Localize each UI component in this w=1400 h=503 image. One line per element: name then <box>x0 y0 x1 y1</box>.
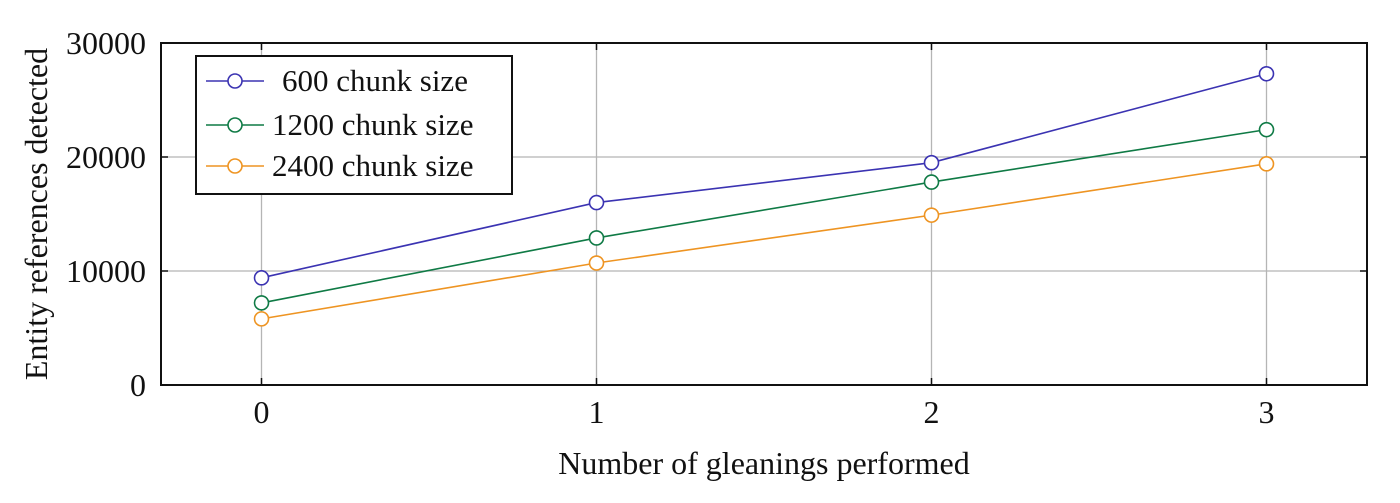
y-axis-title: Entity references detected <box>18 48 54 380</box>
data-point <box>588 194 605 211</box>
series-line <box>261 163 1267 320</box>
x-tick-label: 3 <box>1259 394 1275 430</box>
y-tick-label: 10000 <box>66 253 146 289</box>
legend-entry-2400: 2400 chunk size <box>206 148 473 183</box>
x-tick-label: 1 <box>589 394 605 430</box>
y-tick-label: 0 <box>130 367 146 403</box>
data-point <box>923 207 940 223</box>
series-group <box>253 65 1275 327</box>
plot-frame <box>160 42 1368 386</box>
axis-ticks: 0 1 2 3 0 10000 20000 30000 <box>66 25 1367 430</box>
legend-swatch-marker <box>227 117 243 133</box>
data-point <box>923 154 940 171</box>
y-tick-label: 20000 <box>66 139 146 175</box>
y-tick-label: 30000 <box>66 25 146 61</box>
legend-entry-600: 600 chunk size <box>206 63 468 98</box>
data-point <box>253 295 270 311</box>
data-point <box>1258 121 1275 138</box>
x-tick-label: 0 <box>254 394 270 430</box>
data-point <box>253 311 270 327</box>
series-0 <box>253 65 1275 286</box>
legend-entry-1200: 1200 chunk size <box>206 107 473 142</box>
legend-label: 2400 chunk size <box>272 148 473 183</box>
data-point <box>588 255 605 271</box>
legend: 600 chunk size 1200 chunk size 2400 chun… <box>195 55 513 195</box>
legend-swatch-marker <box>227 73 243 89</box>
series-1 <box>253 121 1275 311</box>
x-axis-title: Number of gleanings performed <box>558 445 969 481</box>
data-point <box>253 270 270 286</box>
series-line <box>261 73 1267 279</box>
legend-label: 600 chunk size <box>282 63 468 98</box>
data-point <box>1258 156 1275 172</box>
data-point <box>923 174 940 190</box>
x-tick-label: 2 <box>924 394 940 430</box>
series-2 <box>253 156 1275 327</box>
data-point <box>1258 65 1275 82</box>
data-point <box>588 230 605 246</box>
series-line <box>261 128 1267 304</box>
legend-swatch-marker <box>227 158 243 174</box>
legend-label: 1200 chunk size <box>272 107 473 142</box>
